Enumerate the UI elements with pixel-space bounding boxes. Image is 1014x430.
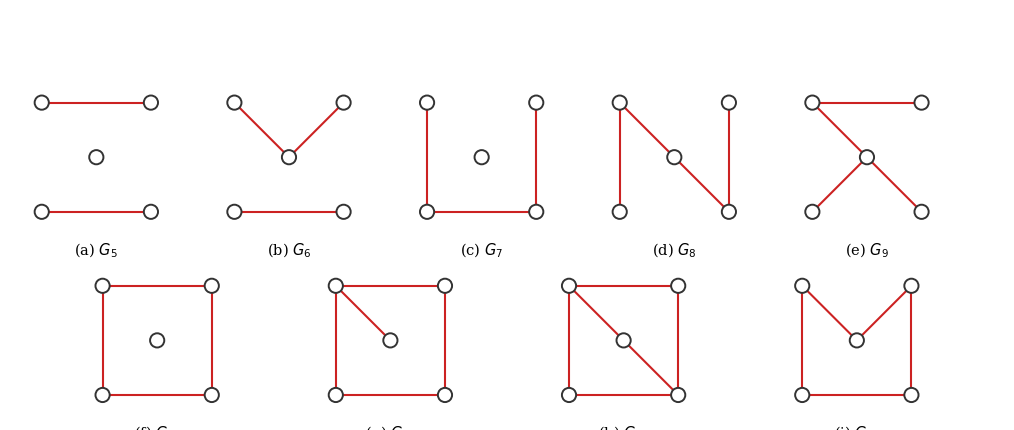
Circle shape [795,388,809,402]
Circle shape [438,388,452,402]
Circle shape [329,279,343,293]
Circle shape [227,205,241,219]
Circle shape [904,388,919,402]
Circle shape [915,205,929,219]
Circle shape [915,96,929,111]
Circle shape [205,279,219,293]
Circle shape [34,96,49,111]
Circle shape [337,205,351,219]
Circle shape [438,279,452,293]
Circle shape [671,388,685,402]
Circle shape [420,96,434,111]
Text: (d) $G_8$: (d) $G_8$ [652,241,697,259]
Circle shape [144,96,158,111]
Text: (b) $G_6$: (b) $G_6$ [267,241,311,259]
Circle shape [529,96,544,111]
Circle shape [337,96,351,111]
Circle shape [722,205,736,219]
Circle shape [904,279,919,293]
Circle shape [205,388,219,402]
Text: (g) $G_{11}$: (g) $G_{11}$ [365,424,416,430]
Circle shape [860,151,874,165]
Circle shape [850,334,864,348]
Circle shape [475,151,489,165]
Circle shape [795,279,809,293]
Circle shape [562,279,576,293]
Circle shape [671,279,685,293]
Text: (h) $G_{12}$: (h) $G_{12}$ [598,424,649,430]
Circle shape [34,205,49,219]
Text: (f) $G_{10}$: (f) $G_{10}$ [134,424,180,430]
Text: (i) $G_{13}$: (i) $G_{13}$ [834,424,880,430]
Circle shape [612,205,627,219]
Circle shape [805,205,819,219]
Circle shape [562,388,576,402]
Circle shape [282,151,296,165]
Circle shape [95,279,110,293]
Circle shape [329,388,343,402]
Text: (e) $G_9$: (e) $G_9$ [845,241,889,259]
Circle shape [89,151,103,165]
Circle shape [144,205,158,219]
Circle shape [667,151,681,165]
Circle shape [95,388,110,402]
Circle shape [617,334,631,348]
Circle shape [420,205,434,219]
Circle shape [529,205,544,219]
Circle shape [227,96,241,111]
Circle shape [612,96,627,111]
Circle shape [383,334,397,348]
Text: (c) $G_7$: (c) $G_7$ [460,241,503,259]
Text: (a) $G_5$: (a) $G_5$ [74,241,119,259]
Circle shape [150,334,164,348]
Circle shape [805,96,819,111]
Circle shape [722,96,736,111]
